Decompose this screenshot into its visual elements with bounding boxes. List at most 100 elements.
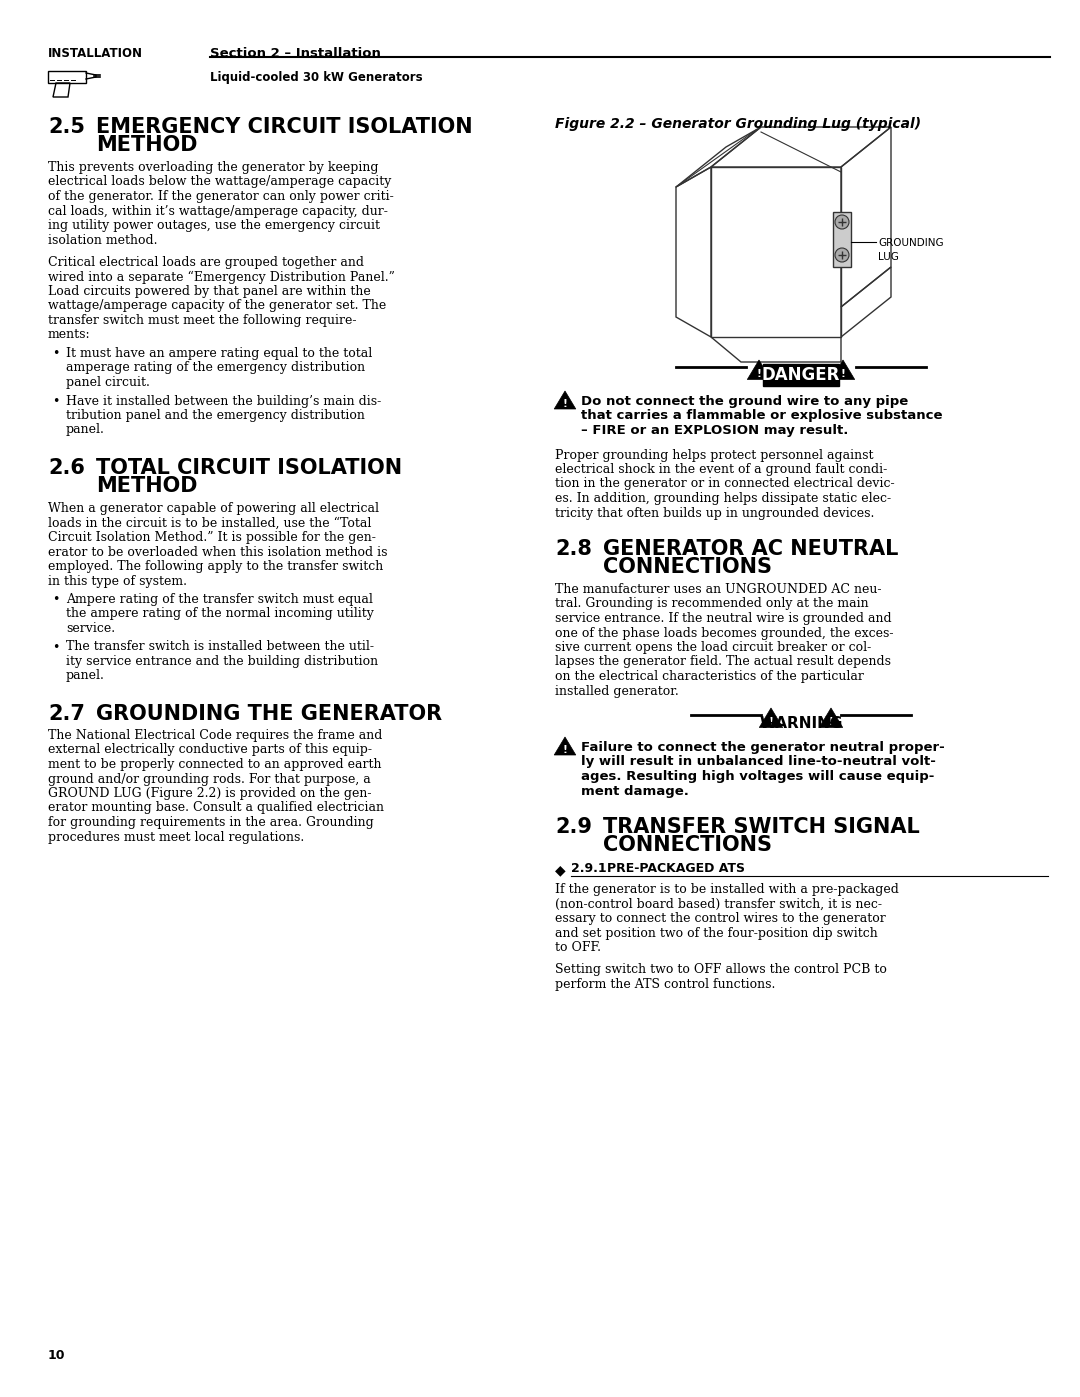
Text: electrical shock in the event of a ground fault condi-: electrical shock in the event of a groun… — [555, 462, 888, 476]
Text: ment to be properly connected to an approved earth: ment to be properly connected to an appr… — [48, 759, 381, 771]
Text: If the generator is to be installed with a pre-packaged: If the generator is to be installed with… — [555, 883, 899, 895]
Text: DANGER: DANGER — [761, 366, 840, 384]
Text: TRANSFER SWITCH SIGNAL: TRANSFER SWITCH SIGNAL — [603, 817, 920, 837]
Text: EMERGENCY CIRCUIT ISOLATION: EMERGENCY CIRCUIT ISOLATION — [96, 117, 473, 137]
Text: GROUNDING: GROUNDING — [878, 237, 944, 249]
Text: ment damage.: ment damage. — [581, 785, 689, 798]
Text: electrical loads below the wattage/amperage capacity: electrical loads below the wattage/amper… — [48, 176, 391, 189]
Text: service.: service. — [66, 622, 116, 636]
Text: the ampere rating of the normal incoming utility: the ampere rating of the normal incoming… — [66, 608, 374, 620]
Text: sive current opens the load circuit breaker or col-: sive current opens the load circuit brea… — [555, 641, 872, 654]
Text: lapses the generator field. The actual result depends: lapses the generator field. The actual r… — [555, 655, 891, 669]
Polygon shape — [554, 738, 576, 754]
Text: 2.8: 2.8 — [555, 539, 592, 559]
Text: and set position two of the four-position dip switch: and set position two of the four-positio… — [555, 926, 878, 940]
FancyBboxPatch shape — [833, 212, 851, 267]
Text: ly will result in unbalanced line-to-neutral volt-: ly will result in unbalanced line-to-neu… — [581, 756, 936, 768]
Text: •: • — [52, 592, 59, 606]
Text: in this type of system.: in this type of system. — [48, 574, 187, 588]
Text: TOTAL CIRCUIT ISOLATION: TOTAL CIRCUIT ISOLATION — [96, 458, 402, 478]
Text: The National Electrical Code requires the frame and: The National Electrical Code requires th… — [48, 729, 382, 742]
Text: essary to connect the control wires to the generator: essary to connect the control wires to t… — [555, 912, 886, 925]
Text: The manufacturer uses an UNGROUNDED AC neu-: The manufacturer uses an UNGROUNDED AC n… — [555, 583, 881, 597]
Text: ing utility power outages, use the emergency circuit: ing utility power outages, use the emerg… — [48, 219, 380, 232]
Text: panel.: panel. — [66, 423, 105, 436]
Text: ity service entrance and the building distribution: ity service entrance and the building di… — [66, 655, 378, 668]
Polygon shape — [832, 360, 854, 380]
Text: Section 2 – Installation: Section 2 – Installation — [210, 47, 381, 60]
Text: Critical electrical loads are grouped together and: Critical electrical loads are grouped to… — [48, 256, 364, 270]
Text: This prevents overloading the generator by keeping: This prevents overloading the generator … — [48, 161, 378, 175]
Text: PRE-PACKAGED ATS: PRE-PACKAGED ATS — [607, 862, 745, 875]
Text: INSTALLATION: INSTALLATION — [48, 47, 143, 60]
Polygon shape — [554, 391, 576, 409]
Text: Have it installed between the building’s main dis-: Have it installed between the building’s… — [66, 394, 381, 408]
Text: tion in the generator or in connected electrical devic-: tion in the generator or in connected el… — [555, 478, 894, 490]
Text: !: ! — [563, 745, 567, 754]
Text: Circuit Isolation Method.” It is possible for the gen-: Circuit Isolation Method.” It is possibl… — [48, 531, 376, 543]
Text: that carries a flammable or explosive substance: that carries a flammable or explosive su… — [581, 409, 943, 422]
Text: ground and/or grounding rods. For that purpose, a: ground and/or grounding rods. For that p… — [48, 773, 370, 785]
Text: cal loads, within it’s wattage/amperage capacity, dur-: cal loads, within it’s wattage/amperage … — [48, 204, 388, 218]
Text: GENERATOR AC NEUTRAL: GENERATOR AC NEUTRAL — [603, 539, 899, 559]
Text: Load circuits powered by that panel are within the: Load circuits powered by that panel are … — [48, 285, 370, 298]
Text: Proper grounding helps protect personnel against: Proper grounding helps protect personnel… — [555, 448, 874, 461]
Text: of the generator. If the generator can only power criti-: of the generator. If the generator can o… — [48, 190, 394, 203]
Text: erator to be overloaded when this isolation method is: erator to be overloaded when this isolat… — [48, 545, 388, 559]
Text: tral. Grounding is recommended only at the main: tral. Grounding is recommended only at t… — [555, 598, 868, 610]
Text: for grounding requirements in the area. Grounding: for grounding requirements in the area. … — [48, 816, 374, 828]
Text: When a generator capable of powering all electrical: When a generator capable of powering all… — [48, 502, 379, 515]
Text: Failure to connect the generator neutral proper-: Failure to connect the generator neutral… — [581, 740, 945, 754]
Text: employed. The following apply to the transfer switch: employed. The following apply to the tra… — [48, 560, 383, 573]
Text: tricity that often builds up in ungrounded devices.: tricity that often builds up in unground… — [555, 507, 875, 520]
Text: on the electrical characteristics of the particular: on the electrical characteristics of the… — [555, 671, 864, 683]
Text: transfer switch must meet the following require-: transfer switch must meet the following … — [48, 314, 356, 327]
Text: ages. Resulting high voltages will cause equip-: ages. Resulting high voltages will cause… — [581, 770, 934, 782]
Text: procedures must meet local regulations.: procedures must meet local regulations. — [48, 830, 305, 844]
Text: LUG: LUG — [878, 251, 899, 263]
Text: The transfer switch is installed between the util-: The transfer switch is installed between… — [66, 640, 374, 654]
Text: !: ! — [828, 717, 834, 726]
Text: 2.5: 2.5 — [48, 117, 85, 137]
Polygon shape — [820, 708, 842, 728]
Text: service entrance. If the neutral wire is grounded and: service entrance. If the neutral wire is… — [555, 612, 892, 624]
Polygon shape — [759, 708, 783, 728]
Text: (non-control board based) transfer switch, it is nec-: (non-control board based) transfer switc… — [555, 897, 882, 911]
FancyBboxPatch shape — [762, 365, 839, 386]
Text: wattage/amperage capacity of the generator set. The: wattage/amperage capacity of the generat… — [48, 299, 387, 313]
Text: GROUNDING THE GENERATOR: GROUNDING THE GENERATOR — [96, 704, 442, 724]
Text: loads in the circuit is to be installed, use the “Total: loads in the circuit is to be installed,… — [48, 517, 372, 529]
Text: wired into a separate “Emergency Distribution Panel.”: wired into a separate “Emergency Distrib… — [48, 271, 395, 284]
Text: isolation method.: isolation method. — [48, 233, 158, 246]
FancyBboxPatch shape — [48, 71, 86, 82]
Text: CONNECTIONS: CONNECTIONS — [603, 557, 772, 577]
Text: 10: 10 — [48, 1350, 66, 1362]
Text: •: • — [52, 394, 59, 408]
Text: !: ! — [563, 400, 567, 409]
Text: external electrically conductive parts of this equip-: external electrically conductive parts o… — [48, 743, 372, 757]
Text: It must have an ampere rating equal to the total: It must have an ampere rating equal to t… — [66, 346, 373, 360]
Text: to OFF.: to OFF. — [555, 942, 600, 954]
Text: erator mounting base. Consult a qualified electrician: erator mounting base. Consult a qualifie… — [48, 802, 384, 814]
Text: GROUND LUG (Figure 2.2) is provided on the gen-: GROUND LUG (Figure 2.2) is provided on t… — [48, 787, 372, 800]
Text: Liquid-cooled 30 kW Generators: Liquid-cooled 30 kW Generators — [210, 71, 422, 84]
Text: ments:: ments: — [48, 328, 91, 341]
Text: tribution panel and the emergency distribution: tribution panel and the emergency distri… — [66, 409, 365, 422]
Text: ◆: ◆ — [555, 863, 566, 877]
Text: panel.: panel. — [66, 669, 105, 683]
Text: Ampere rating of the transfer switch must equal: Ampere rating of the transfer switch mus… — [66, 592, 373, 606]
Text: installed generator.: installed generator. — [555, 685, 678, 697]
Text: !: ! — [757, 369, 761, 379]
Text: !: ! — [840, 369, 846, 379]
Text: WARNING: WARNING — [759, 715, 842, 731]
Text: METHOD: METHOD — [96, 136, 198, 155]
Circle shape — [835, 215, 849, 229]
Text: Do not connect the ground wire to any pipe: Do not connect the ground wire to any pi… — [581, 395, 908, 408]
Text: one of the phase loads becomes grounded, the exces-: one of the phase loads becomes grounded,… — [555, 626, 893, 640]
Text: – FIRE or an EXPLOSION may result.: – FIRE or an EXPLOSION may result. — [581, 425, 849, 437]
Text: •: • — [52, 346, 59, 360]
Text: !: ! — [769, 717, 773, 726]
Text: Figure 2.2 – Generator Grounding Lug (typical): Figure 2.2 – Generator Grounding Lug (ty… — [555, 117, 921, 131]
Text: panel circuit.: panel circuit. — [66, 376, 150, 388]
Text: es. In addition, grounding helps dissipate static elec-: es. In addition, grounding helps dissipa… — [555, 492, 891, 504]
